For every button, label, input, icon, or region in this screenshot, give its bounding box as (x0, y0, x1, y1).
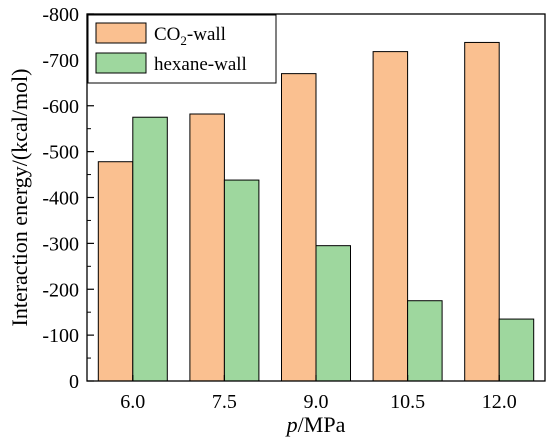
y-tick-label-7: -700 (42, 50, 79, 72)
bar-hexane-wall-6-0 (132, 116, 168, 382)
y-tick-label-0: 0 (69, 371, 79, 393)
y-tick-label-3: -300 (42, 233, 79, 255)
bar-hexane-wall-7-5 (223, 179, 260, 382)
bar-co2-wall-10-5 (372, 51, 409, 382)
legend-label-co2-wall: CO2-wall (154, 24, 226, 48)
legend-label-co2-main: CO (154, 24, 180, 45)
x-axis-label-italic: p (285, 412, 298, 437)
bar-co2-wall-12-0 (464, 41, 500, 382)
y-tick-label-2: -200 (42, 279, 79, 301)
y-tick-label-8: -800 (42, 4, 79, 26)
x-axis-label: p/MPa (285, 412, 346, 437)
legend-label-co2-rest: -wall (187, 24, 226, 45)
bars-group (97, 41, 535, 382)
bar-hexane-wall-10-5 (407, 300, 443, 382)
y-tick-label-4: -400 (42, 188, 79, 210)
bar-co2-wall-9-0 (281, 73, 317, 382)
x-tick-label-6-0: 6.0 (120, 391, 145, 413)
legend-label-co2-subscript: 2 (180, 33, 187, 48)
y-axis-label: Interaction energy/(kcal/mol) (7, 69, 32, 327)
legend: CO2-wall hexane-wall (87, 14, 277, 84)
legend-swatch-co2-wall (95, 22, 147, 44)
ticks-group: 6.0 7.5 9.0 10.5 12.0 0 -100 -200 -300 -400 -500 -6… (42, 4, 516, 413)
x-tick-label-12-0: 12.0 (482, 391, 517, 413)
x-tick-label-10-5: 10.5 (390, 391, 425, 413)
plot-frame (86, 13, 546, 382)
y-tick-label-1: -100 (42, 325, 79, 347)
x-axis-label-unit: /MPa (298, 412, 346, 437)
legend-label-hexane-wall: hexane-wall (154, 54, 247, 75)
legend-swatch-hexane-wall (95, 52, 147, 74)
bar-co2-wall-6-0 (97, 161, 134, 382)
bar-hexane-wall-12-0 (498, 318, 535, 382)
bar-co2-wall-7-5 (189, 113, 225, 382)
y-tick-label-6: -600 (42, 96, 79, 118)
y-tick-label-5: -500 (42, 142, 79, 164)
x-tick-label-9-0: 9.0 (304, 391, 329, 413)
bar-hexane-wall-9-0 (315, 245, 351, 382)
x-tick-label-7-5: 7.5 (212, 391, 237, 413)
